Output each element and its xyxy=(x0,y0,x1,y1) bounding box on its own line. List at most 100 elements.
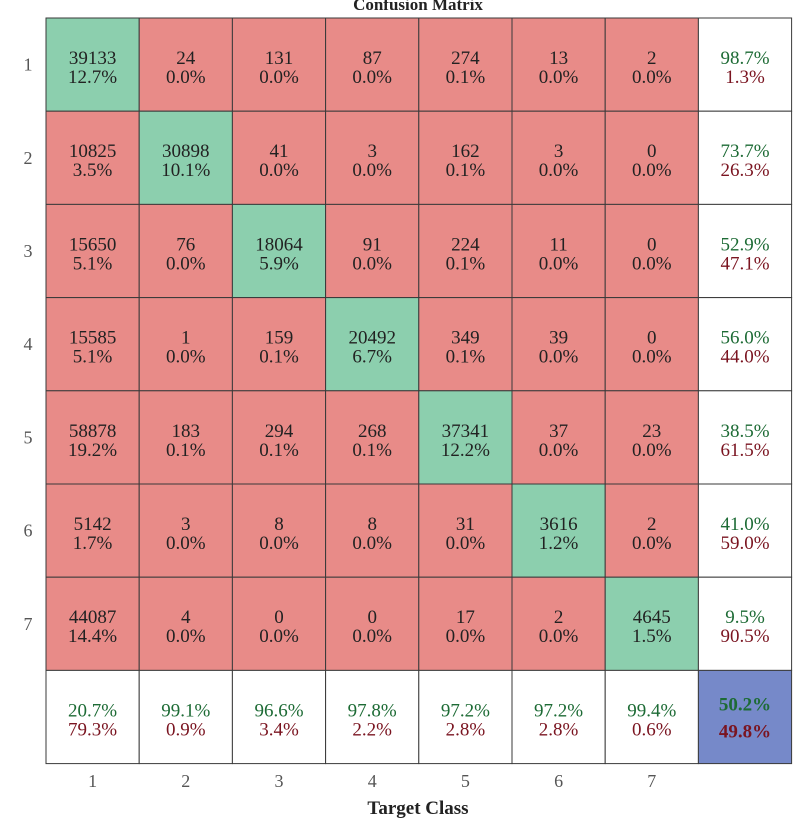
matrix-cell xyxy=(418,110,513,205)
cell-count: 5142 xyxy=(74,514,112,535)
cell-percent: 0.0% xyxy=(166,347,206,368)
row-precision: 38.5% xyxy=(720,421,769,442)
y-tick-label: 2 xyxy=(24,148,33,168)
matrix-cell xyxy=(231,390,327,485)
cell-count: 23 xyxy=(642,421,661,442)
cell-percent: 1.5% xyxy=(632,626,672,647)
cell-count: 2 xyxy=(554,607,564,628)
matrix-cell xyxy=(231,576,327,671)
matrix-cell xyxy=(511,576,606,671)
matrix-cell xyxy=(138,483,233,578)
cell-count: 4645 xyxy=(633,607,671,628)
y-tick-label: 4 xyxy=(24,334,33,354)
cell-count: 3616 xyxy=(540,514,578,535)
row-precision: 52.9% xyxy=(720,234,769,255)
column-summary-cell xyxy=(325,669,420,765)
cell-count: 31 xyxy=(456,514,475,535)
cell-percent: 0.0% xyxy=(539,440,579,461)
cell-percent: 1.7% xyxy=(73,533,113,554)
row-summary-cell xyxy=(697,17,793,112)
cell-count: 3 xyxy=(554,141,564,162)
cell-percent: 0.0% xyxy=(539,67,579,88)
overall-accuracy-cell xyxy=(697,669,793,765)
cell-percent: 19.2% xyxy=(68,440,117,461)
cell-percent: 0.0% xyxy=(352,626,392,647)
cell-percent: 10.1% xyxy=(161,160,210,181)
row-summary-cell xyxy=(697,203,793,299)
column-summary-cell xyxy=(231,669,327,765)
column-error: 3.4% xyxy=(259,719,299,740)
matrix-cell xyxy=(231,483,327,578)
column-recall: 97.2% xyxy=(441,700,490,721)
cell-percent: 0.0% xyxy=(632,160,672,181)
cell-percent: 12.2% xyxy=(441,440,490,461)
row-summary-cell xyxy=(697,390,793,485)
matrix-cell xyxy=(325,203,420,299)
cell-count: 15585 xyxy=(69,328,117,349)
matrix-cell xyxy=(138,17,233,112)
matrix-cell xyxy=(231,17,327,112)
column-recall: 20.7% xyxy=(68,700,117,721)
row-precision: 56.0% xyxy=(720,328,769,349)
cell-count: 10825 xyxy=(69,141,117,162)
cell-count: 11 xyxy=(549,234,567,255)
matrix-cell xyxy=(418,483,513,578)
matrix-cell xyxy=(511,390,606,485)
cell-count: 39 xyxy=(549,328,568,349)
cell-count: 0 xyxy=(647,234,657,255)
cell-count: 58878 xyxy=(69,421,117,442)
row-error: 26.3% xyxy=(720,160,769,181)
cell-count: 18064 xyxy=(255,234,303,255)
row-summary-cell xyxy=(697,110,793,205)
column-error: 0.9% xyxy=(166,719,206,740)
matrix-cell xyxy=(511,483,606,578)
cell-count: 8 xyxy=(367,514,377,535)
cell-count: 0 xyxy=(274,607,284,628)
x-tick-label: 6 xyxy=(554,771,563,791)
matrix-cell xyxy=(511,110,606,205)
cell-percent: 0.0% xyxy=(166,67,206,88)
column-recall: 97.8% xyxy=(348,700,397,721)
matrix-cell xyxy=(138,576,233,671)
column-recall: 96.6% xyxy=(254,700,303,721)
cell-count: 20492 xyxy=(348,328,396,349)
cell-count: 17 xyxy=(456,607,475,628)
cell-count: 1 xyxy=(181,328,191,349)
matrix-cell xyxy=(45,17,140,112)
matrix-cell xyxy=(418,203,513,299)
cell-count: 30898 xyxy=(162,141,210,162)
matrix-cell xyxy=(418,576,513,671)
column-error: 2.2% xyxy=(352,719,392,740)
cell-count: 41 xyxy=(270,141,289,162)
matrix-cell xyxy=(418,390,513,485)
matrix-cell xyxy=(231,203,327,299)
x-tick-label: 2 xyxy=(181,771,190,791)
matrix-cell xyxy=(511,17,606,112)
x-tick-label: 4 xyxy=(368,771,377,791)
matrix-cell xyxy=(45,203,140,299)
cell-count: 37 xyxy=(549,421,568,442)
cell-percent: 0.0% xyxy=(446,626,486,647)
row-error: 47.1% xyxy=(720,253,769,274)
cell-count: 15650 xyxy=(69,234,117,255)
cell-percent: 0.0% xyxy=(632,253,672,274)
cell-percent: 3.5% xyxy=(73,160,113,181)
cell-percent: 0.0% xyxy=(352,253,392,274)
cell-count: 3 xyxy=(181,514,191,535)
cell-count: 224 xyxy=(451,234,480,255)
cell-count: 0 xyxy=(367,607,377,628)
matrix-cell xyxy=(325,297,420,392)
cell-percent: 0.0% xyxy=(539,253,579,274)
matrix-cell xyxy=(325,390,420,485)
cell-percent: 0.1% xyxy=(166,440,206,461)
cell-percent: 0.1% xyxy=(446,347,486,368)
matrix-cell xyxy=(604,203,699,299)
cell-percent: 6.7% xyxy=(352,347,392,368)
matrix-cells: 3913312.7%240.0%1310.0%870.0%2740.1%130.… xyxy=(45,17,793,765)
row-precision: 41.0% xyxy=(720,514,769,535)
cell-count: 274 xyxy=(451,48,480,69)
cell-percent: 0.0% xyxy=(166,253,206,274)
x-tick-label: 5 xyxy=(461,771,470,791)
cell-percent: 0.1% xyxy=(259,440,299,461)
